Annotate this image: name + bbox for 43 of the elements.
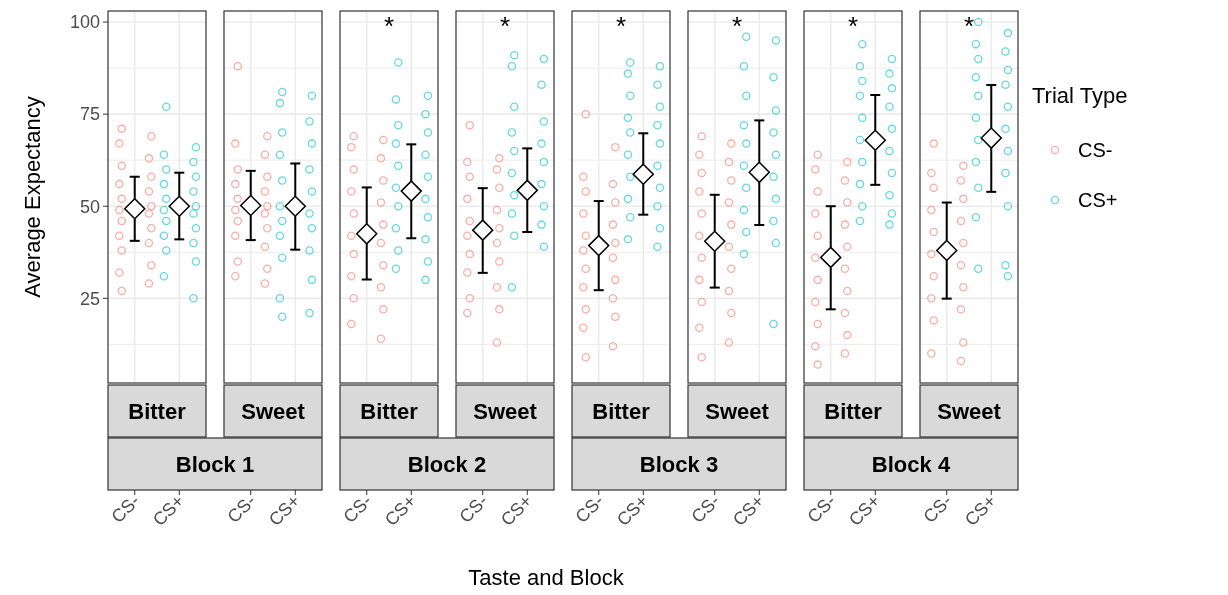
text: Sweet xyxy=(705,398,770,424)
x-tick-label: CS+ xyxy=(612,490,653,530)
x-tick-label: CS+ xyxy=(380,490,421,530)
text: Sweet xyxy=(241,398,306,424)
text: Bitter xyxy=(128,398,187,424)
annotation: * xyxy=(963,11,975,41)
x-tick-label: CS+ xyxy=(960,490,1001,530)
annotation: * xyxy=(847,11,859,41)
y-tick-label: 100 xyxy=(69,12,100,33)
annotation: * xyxy=(731,11,743,41)
text: Bitter xyxy=(824,398,883,424)
text: Block 3 xyxy=(639,451,719,477)
x-tick-label: CS+ xyxy=(264,490,305,530)
x-tick-label: CS- xyxy=(107,490,144,527)
x-axis-title: Taste and Block xyxy=(468,565,625,590)
y-tick-label: 50 xyxy=(79,196,100,217)
legend-label: CS- xyxy=(1078,139,1113,161)
x-tick-label: CS+ xyxy=(728,490,769,530)
text: Bitter xyxy=(592,398,651,424)
y-tick-label: 25 xyxy=(79,288,100,309)
y-tick-label: 75 xyxy=(79,104,100,125)
text: Sweet xyxy=(473,398,538,424)
text: Block 2 xyxy=(407,451,487,477)
annotation: * xyxy=(615,11,627,41)
x-tick-label: CS+ xyxy=(496,490,537,530)
text: Sweet xyxy=(937,398,1002,424)
x-tick-label: CS- xyxy=(223,490,260,527)
y-axis-title: Average Expectancy xyxy=(20,96,45,298)
x-tick-label: CS- xyxy=(571,490,608,527)
x-tick-label: CS- xyxy=(455,490,492,527)
x-tick-label: CS+ xyxy=(148,490,189,530)
x-tick-label: CS+ xyxy=(844,490,885,530)
legend-title: Trial Type xyxy=(1032,83,1128,108)
text: Block 1 xyxy=(175,451,255,477)
annotation: * xyxy=(499,11,511,41)
text: Block 4 xyxy=(871,451,951,477)
text: Bitter xyxy=(360,398,419,424)
x-tick-label: CS- xyxy=(919,490,956,527)
legend-label: CS+ xyxy=(1078,189,1118,211)
annotation: * xyxy=(383,11,395,41)
x-tick-label: CS- xyxy=(803,490,840,527)
x-tick-label: CS- xyxy=(339,490,376,527)
x-tick-label: CS- xyxy=(687,490,724,527)
